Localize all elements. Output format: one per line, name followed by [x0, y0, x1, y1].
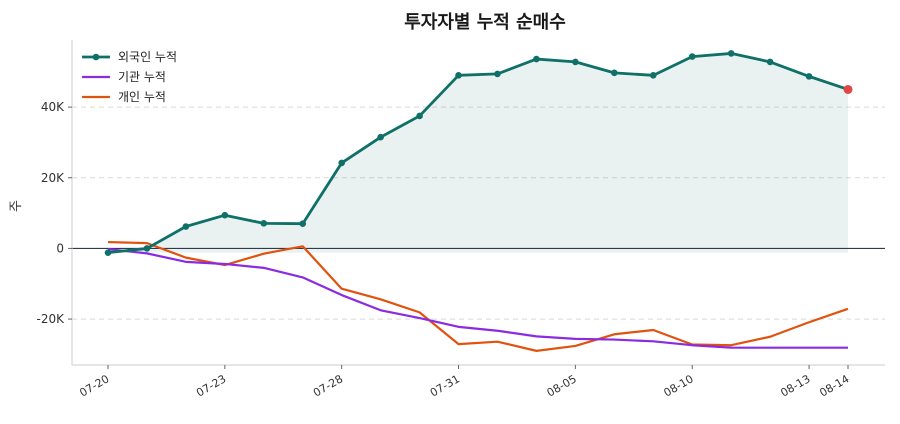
- x-tick-label: 07-31: [428, 372, 462, 399]
- area-fill-layer: [108, 53, 848, 253]
- grid-lines: [72, 106, 885, 320]
- legend-label: 개인 누적: [118, 90, 166, 104]
- x-tick-label: 07-28: [311, 372, 345, 399]
- data-point: [455, 72, 462, 79]
- data-point: [766, 58, 774, 66]
- x-tick-label: 07-20: [77, 372, 111, 399]
- x-axis-ticks: 07-20 07-23 07-28 07-31 08-05 08-10 08-13 08-14: [77, 365, 852, 400]
- legend-marker: [92, 53, 100, 61]
- y-tick-label: 0: [56, 241, 64, 255]
- y-tick-label: 40K: [41, 100, 65, 114]
- area-fill: [108, 53, 848, 253]
- axes: [71, 40, 885, 366]
- series-layer: [104, 50, 853, 352]
- data-point: [104, 249, 112, 256]
- data-point: [572, 58, 579, 66]
- legend-item-3[interactable]: 개인 누적: [82, 90, 166, 104]
- data-point: [338, 159, 345, 167]
- series-2: [107, 248, 848, 349]
- data-point: [260, 220, 268, 227]
- data-point: [221, 211, 229, 219]
- data-point: [727, 50, 735, 57]
- data-point: [377, 133, 384, 141]
- series-line: [107, 248, 848, 349]
- x-tick-label: 08-10: [662, 372, 696, 399]
- legend-item-1[interactable]: 외국인 누적: [82, 50, 177, 64]
- chart-title: 투자자별 누적 순매수: [404, 12, 566, 33]
- x-tick-label: 08-05: [545, 372, 579, 399]
- data-point: [649, 72, 657, 79]
- data-point: [611, 69, 618, 77]
- x-tick-label: 07-23: [194, 372, 228, 399]
- x-tick-label: 08-13: [778, 372, 812, 399]
- data-point: [533, 55, 540, 63]
- data-point: [416, 112, 423, 120]
- data-point: [299, 220, 307, 227]
- series-line: [107, 240, 849, 352]
- x-tick-label: 08-14: [817, 372, 851, 399]
- data-point: [805, 73, 813, 80]
- data-point: [182, 223, 190, 230]
- series-1: [104, 50, 849, 256]
- legend-label: 기관 누적: [118, 70, 166, 84]
- series-line: [107, 52, 849, 255]
- data-point: [143, 245, 151, 252]
- data-point: [494, 70, 501, 78]
- y-axis-label: 주: [9, 200, 24, 212]
- y-tick-label: -20K: [37, 312, 66, 326]
- last-point-highlight: [843, 84, 853, 94]
- y-tick-label: 20K: [41, 171, 65, 185]
- legend-label: 외국인 누적: [118, 50, 177, 64]
- y-axis-ticks: -20K 0 20K 40K: [37, 100, 72, 326]
- data-point: [688, 53, 696, 60]
- legend-item-2[interactable]: 기관 누적: [82, 70, 166, 84]
- series-3: [107, 240, 849, 352]
